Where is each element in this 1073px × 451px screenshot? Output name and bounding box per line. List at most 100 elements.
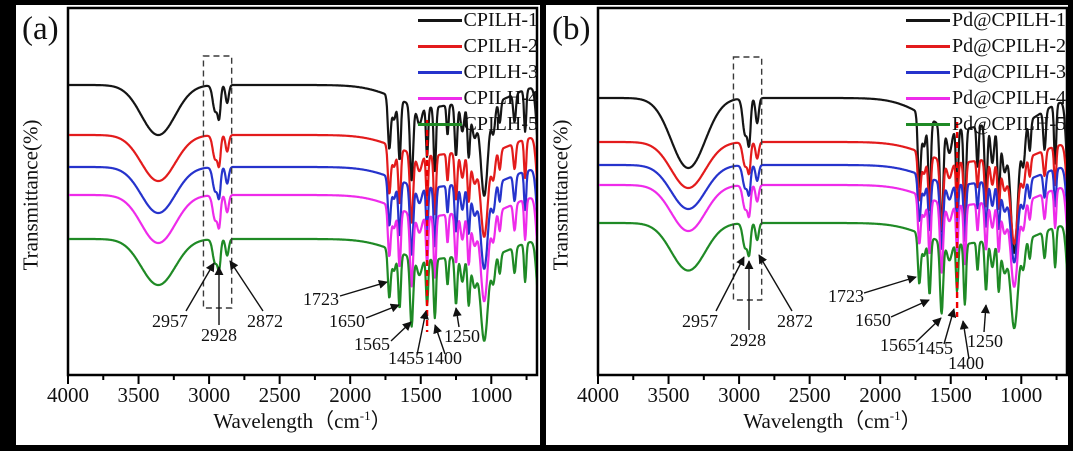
x-tick-label: 1500: [930, 383, 972, 407]
spectrum-curve-Pd@CPILH-5: [599, 221, 1066, 330]
legend-line-sample: [417, 70, 462, 74]
legend-label: CPILH-5: [463, 113, 538, 135]
peak-annotation-arrow-1565: [390, 321, 412, 342]
x-axis-title-close-paren: ）: [370, 409, 392, 433]
x-tick-label: 2500: [789, 383, 831, 407]
peak-annotation-arrow-2957: [185, 262, 215, 312]
legend-item: Pd@CPILH-1: [906, 7, 1066, 33]
legend-line-sample: [906, 70, 951, 74]
peak-annotation-label-1650: 1650: [855, 310, 891, 330]
spectra-plot-b: 4000 3500 3000 2500 2000 1500 1000 2957 2928 2872…: [577, 6, 1068, 407]
x-axis-ticks: [597, 375, 1058, 384]
legend-line-sample: [417, 122, 462, 126]
panel-b-letter: (b): [552, 11, 591, 47]
legend-label: CPILH-1: [463, 9, 538, 31]
x-axis-ticks: [67, 375, 528, 384]
peak-annotation-label-1455: 1455: [388, 348, 424, 368]
legend-item: Pd@CPILH-3: [906, 59, 1066, 85]
legend-line-sample: [417, 44, 462, 48]
legend-item: CPILH-2: [417, 33, 538, 59]
legend-a: CPILH-1 CPILH-2 CPILH-3 CPILH-4 CPILH-5: [417, 7, 538, 137]
spectrum-curve-CPILH-5: [69, 237, 536, 342]
legend-line-sample: [906, 122, 951, 126]
legend-item: CPILH-3: [417, 59, 538, 85]
peak-annotation-arrow-1400: [433, 324, 446, 355]
peak-annotation-label-2872: 2872: [247, 311, 283, 331]
legend-item: Pd@CPILH-5: [906, 111, 1066, 137]
peak-annotation-label-2872: 2872: [777, 311, 813, 331]
peak-annotation-label-2957: 2957: [682, 311, 718, 331]
peak-annotation-arrow-1723: [863, 275, 917, 294]
peak-annotation-label-1723: 1723: [303, 289, 339, 309]
panel-a-letter: (a): [22, 11, 59, 47]
peak-annotation-arrow-1455: [943, 308, 957, 345]
peak-annotation-label-1400: 1400: [948, 353, 984, 373]
legend-line-sample: [417, 18, 462, 22]
x-tick-label: 2500: [259, 383, 301, 407]
peak-annotation-label-2928: 2928: [730, 330, 766, 350]
legend-label: Pd@CPILH-1: [952, 9, 1066, 31]
peak-annotation-label-2928: 2928: [201, 325, 237, 345]
x-axis-title-text: Wavelength（cm: [743, 409, 890, 433]
legend-line-sample: [906, 44, 951, 48]
x-tick-label: 2000: [859, 383, 901, 407]
x-tick-label: 3500: [118, 383, 160, 407]
peak-annotation-arrow-2957: [715, 256, 745, 312]
peak-annotation-arrow-1723: [339, 279, 388, 297]
legend-label: CPILH-3: [463, 61, 538, 83]
legend-b: Pd@CPILH-1 Pd@CPILH-2 Pd@CPILH-3 Pd@CPIL…: [906, 7, 1066, 137]
legend-line-sample: [417, 96, 462, 100]
axes-box: [596, 6, 1068, 377]
peak-annotation-label-1250: 1250: [967, 331, 1003, 351]
x-axis-title-text: Wavelength（cm: [213, 409, 360, 433]
spectrum-curve-Pd@CPILH-2: [599, 140, 1066, 245]
x-tick-label: 3500: [648, 383, 690, 407]
x-axis-title-b: Wavelength（cm-1）: [598, 408, 1067, 433]
x-axis-title-superscript: -1: [889, 408, 901, 423]
x-tick-label: 3000: [188, 383, 230, 407]
legend-label: Pd@CPILH-5: [952, 113, 1066, 135]
legend-label: Pd@CPILH-2: [952, 35, 1066, 57]
x-tick-label: 4000: [577, 383, 619, 407]
x-tick-label: 2000: [329, 383, 371, 407]
spectrum-curve-CPILH-1: [69, 83, 536, 197]
x-tick-label: 3000: [718, 383, 760, 407]
panel-a: (a) Transmittance(%) 4000 3500 3000 2500 200…: [16, 5, 540, 445]
x-tick-label: 1000: [470, 383, 512, 407]
peak-annotation-arrow-2872: [758, 254, 793, 312]
legend-line-sample: [906, 96, 951, 100]
peak-annotation-label-1400: 1400: [426, 348, 462, 368]
peak-annotation-label-1650: 1650: [329, 311, 365, 331]
spectrum-curve-CPILH-4: [69, 193, 536, 303]
highlight-dashed-box: [732, 56, 763, 301]
spectrum-curve-CPILH-2: [69, 133, 536, 238]
spectrum-curve-Pd@CPILH-4: [599, 183, 1066, 288]
peak-annotation-arrow-1250: [980, 304, 990, 333]
peak-annotation-arrow-2872: [229, 260, 264, 312]
legend-item: Pd@CPILH-2: [906, 33, 1066, 59]
spectrum-curve-Pd@CPILH-1: [599, 96, 1066, 254]
peak-annotation-arrow-1455: [416, 310, 429, 356]
spectra-curves: [69, 83, 536, 342]
legend-item: CPILH-1: [417, 7, 538, 33]
spectra-curves: [599, 96, 1066, 330]
spectra-plot-a: 4000 3500 3000 2500 2000 1500 1000 2957 2928 2872…: [47, 6, 539, 407]
peak-annotation-arrow-1650: [890, 299, 930, 318]
legend-item: CPILH-5: [417, 111, 538, 137]
x-axis-title-a: Wavelength（cm-1）: [68, 408, 537, 433]
peak-annotation-arrow-1650: [365, 303, 400, 319]
legend-label: Pd@CPILH-3: [952, 61, 1066, 83]
peak-annotation-label-1250: 1250: [444, 326, 480, 346]
panel-b: (b) Transmittance(%) 4000 3500 3000 2500 200…: [546, 5, 1068, 445]
legend-label: Pd@CPILH-4: [952, 87, 1066, 109]
peak-annotation-label-1565: 1565: [354, 334, 390, 354]
legend-item: Pd@CPILH-4: [906, 85, 1066, 111]
peak-annotation-arrow-1565: [915, 317, 942, 343]
peak-annotation-label-2957: 2957: [152, 311, 188, 331]
peak-annotation-arrow-1250: [452, 307, 462, 328]
x-axis-title-superscript: -1: [359, 408, 371, 423]
peak-annotation-label-1565: 1565: [880, 335, 916, 355]
spectrum-curve-Pd@CPILH-3: [599, 163, 1066, 264]
legend-line-sample: [906, 18, 951, 22]
peak-annotation-arrow-1400: [959, 320, 970, 360]
